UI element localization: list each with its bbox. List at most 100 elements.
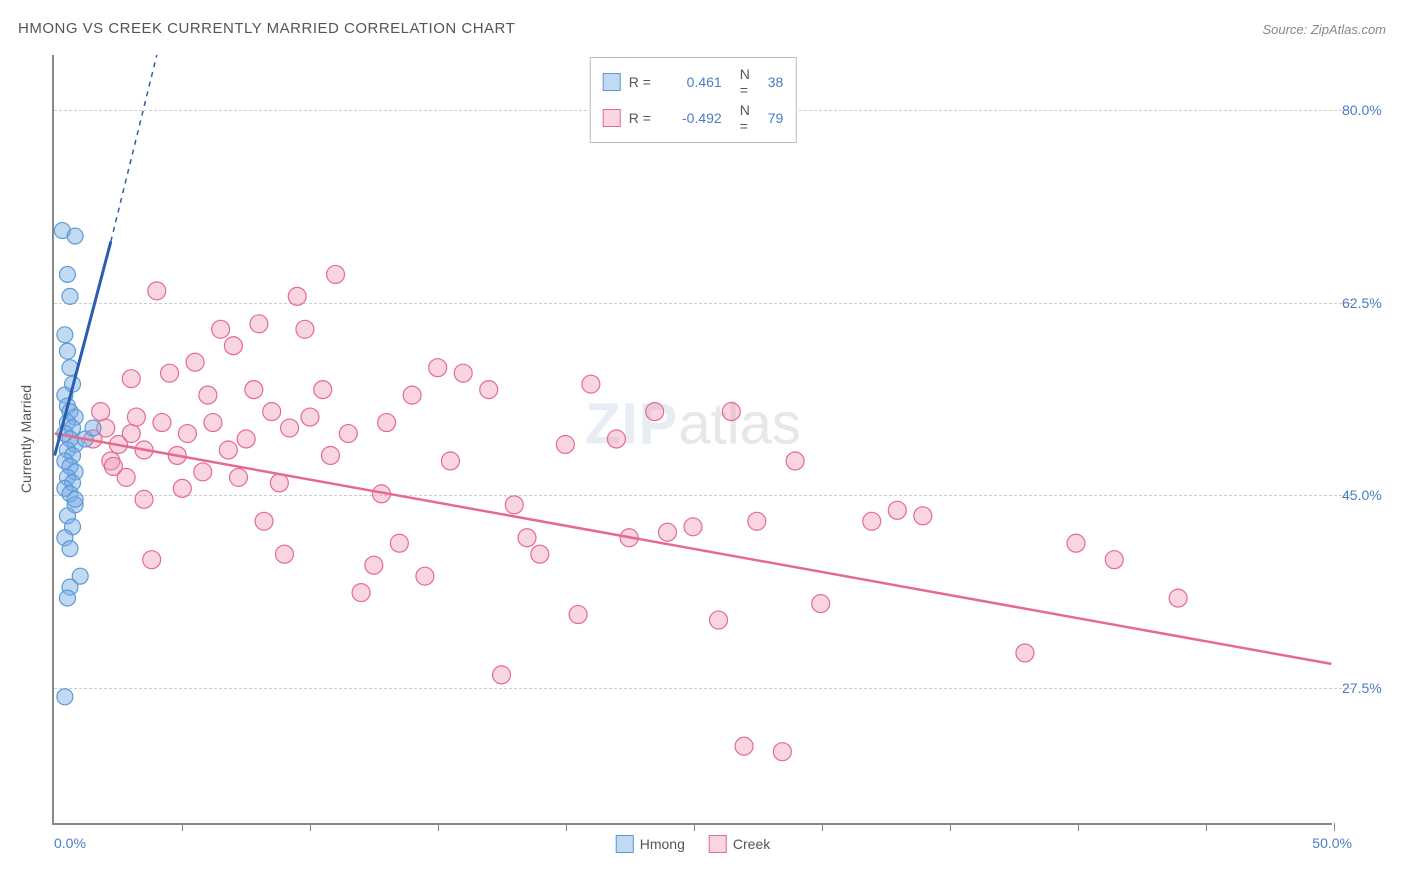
creek-point [454,364,472,382]
y-tick-label: 27.5% [1342,680,1402,696]
creek-point [245,381,263,399]
legend-stats-row-creek: R = -0.492 N = 79 [603,100,784,136]
creek-point [569,606,587,624]
creek-point [365,556,383,574]
creek-point [263,403,281,421]
hmong-point [67,228,83,244]
creek-point [1016,644,1034,662]
creek-point [281,419,299,437]
creek-point [1067,534,1085,552]
creek-point [270,474,288,492]
hmong-point [59,266,75,282]
creek-point [480,381,498,399]
creek-swatch-icon [603,109,621,127]
hmong-point [67,491,83,507]
creek-point [914,507,932,525]
creek-point [658,523,676,541]
x-tick [694,823,695,831]
creek-point [186,353,204,371]
hmong-swatch-icon [616,835,634,853]
x-tick [950,823,951,831]
creek-point [92,403,110,421]
creek-swatch-icon [709,835,727,853]
creek-point [314,381,332,399]
legend-series: Hmong Creek [616,835,771,853]
legend-item-creek: Creek [709,835,770,853]
y-tick-label: 80.0% [1342,102,1402,118]
creek-point [710,611,728,629]
creek-point [748,512,766,530]
x-tick [182,823,183,831]
x-tick [1334,823,1335,831]
creek-point [327,265,345,283]
y-axis-title: Currently Married [18,385,34,493]
hmong-point [85,420,101,436]
legend-stats: R = 0.461 N = 38 R = -0.492 N = 79 [590,57,797,143]
x-tick [566,823,567,831]
creek-point [219,441,237,459]
creek-point [104,457,122,475]
hmong-point [57,327,73,343]
hmong-point [59,343,75,359]
creek-point [204,414,222,432]
creek-point [812,595,830,613]
creek-point [416,567,434,585]
creek-point [493,666,511,684]
creek-point [722,403,740,421]
creek-point [230,468,248,486]
creek-point [786,452,804,470]
creek-point [127,408,145,426]
creek-point [646,403,664,421]
creek-point [194,463,212,481]
creek-point [148,282,166,300]
creek-point [888,501,906,519]
creek-n-value: 79 [768,110,784,126]
r-label: R = [629,74,659,90]
scatter-svg [54,55,1332,823]
plot-area: Currently Married ZIPatlas 27.5%45.0%62.… [52,55,1332,825]
creek-point [296,320,314,338]
creek-point [505,496,523,514]
chart-title: HMONG VS CREEK CURRENTLY MARRIED CORRELA… [18,20,515,37]
legend-item-hmong: Hmong [616,835,685,853]
creek-point [237,430,255,448]
creek-point [518,529,536,547]
correlation-chart: HMONG VS CREEK CURRENTLY MARRIED CORRELA… [10,10,1396,882]
creek-point [153,414,171,432]
hmong-point [62,541,78,557]
hmong-point [59,590,75,606]
creek-point [122,370,140,388]
creek-point [863,512,881,530]
creek-point [735,737,753,755]
creek-point [403,386,421,404]
creek-label: Creek [733,836,770,852]
creek-point [250,315,268,333]
creek-point [556,436,574,454]
creek-point [1169,589,1187,607]
creek-point [224,337,242,355]
x-tick [1078,823,1079,831]
hmong-r-value: 0.461 [667,74,722,90]
x-tick [310,823,311,831]
y-tick-label: 62.5% [1342,295,1402,311]
source-label: Source: ZipAtlas.com [1262,22,1386,37]
y-tick-label: 45.0% [1342,487,1402,503]
creek-point [275,545,293,563]
hmong-label: Hmong [640,836,685,852]
creek-point [582,375,600,393]
creek-r-value: -0.492 [667,110,722,126]
creek-point [143,551,161,569]
x-max-label: 50.0% [1312,835,1352,851]
creek-point [1105,551,1123,569]
creek-point [684,518,702,536]
x-tick [1206,823,1207,831]
n-label: N = [730,66,760,98]
r-label: R = [629,110,659,126]
creek-point [339,425,357,443]
creek-point [378,414,396,432]
hmong-point [62,288,78,304]
creek-point [173,479,191,497]
creek-point [301,408,319,426]
creek-point [122,425,140,443]
creek-point [607,430,625,448]
